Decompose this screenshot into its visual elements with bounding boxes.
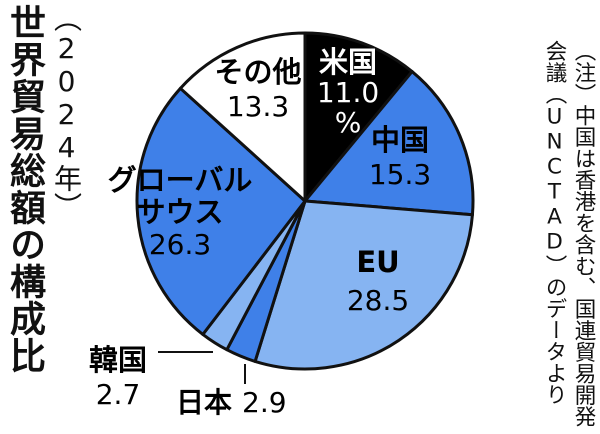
slice-value: 2.9	[242, 386, 287, 419]
pie-slice	[303, 70, 475, 217]
pie-slice	[253, 199, 474, 371]
slice-label: 日本	[176, 386, 232, 419]
pie-slice	[303, 31, 414, 203]
slice-label: サウス	[136, 195, 223, 229]
slice-label: EU	[356, 245, 399, 279]
slice-unit: %	[335, 106, 362, 139]
chart-title: 世界貿易総額の構成比	[4, 4, 45, 374]
slice-value: 26.3	[149, 228, 211, 261]
pie-slice	[178, 31, 307, 203]
slice-label: 米国	[319, 45, 377, 79]
slice-label: 中国	[371, 123, 429, 157]
slice-value: 2.7	[96, 378, 141, 411]
slice-label: グローバル	[108, 163, 253, 197]
slice-label: その他	[214, 55, 301, 89]
pie-slice	[135, 86, 307, 336]
slice-value: 11.0	[317, 76, 379, 109]
slice-value: 13.3	[227, 90, 289, 123]
slice-label: 韓国	[89, 343, 147, 377]
slice-value: 15.3	[369, 158, 431, 191]
source-note: （注）中国は香港を含む、国連貿易開発会議（UNCTAD）のデータより	[542, 40, 596, 427]
chart-subtitle: （2024年）	[50, 4, 83, 220]
slice-value: 28.5	[347, 284, 409, 317]
